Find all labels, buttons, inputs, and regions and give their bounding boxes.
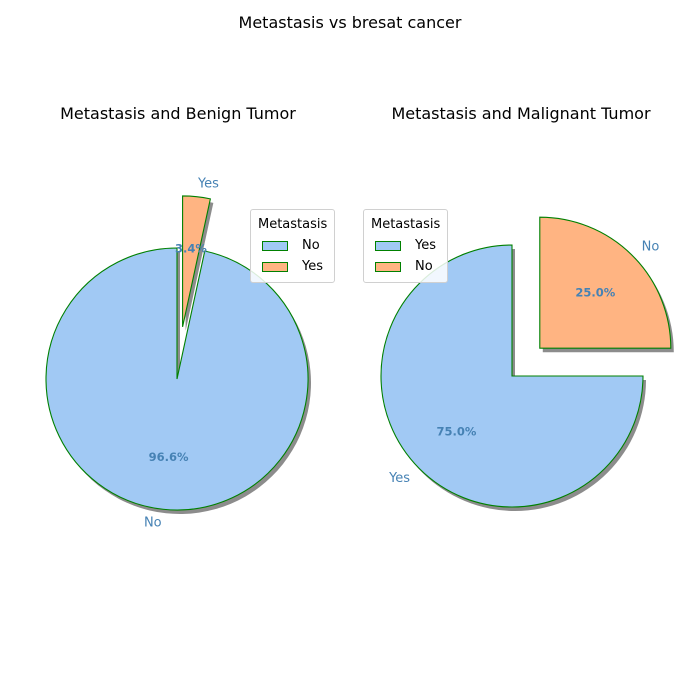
legend-item: No xyxy=(258,235,327,256)
legend-item: Yes xyxy=(258,256,327,277)
legend-title: Metastasis xyxy=(258,217,328,232)
legend-swatch-no xyxy=(262,240,288,251)
legend-swatch-yes xyxy=(375,240,401,251)
pie-slice-no xyxy=(45,247,309,511)
legend: Metastasis Yes No xyxy=(363,209,449,283)
legend-title: Metastasis xyxy=(371,217,441,232)
legend-item: Yes xyxy=(371,235,440,256)
legend-swatch-no xyxy=(375,261,401,272)
chart-title: Metastasis and Malignant Tumor xyxy=(391,104,650,123)
slice-label: No xyxy=(144,515,162,530)
figure-title: Metastasis vs bresat cancer xyxy=(239,13,462,32)
slice-label: Yes xyxy=(197,177,219,192)
slice-label: No xyxy=(642,239,660,254)
legend: Metastasis No Yes xyxy=(250,209,336,283)
legend-label: No xyxy=(415,259,433,274)
slice-percent-label: 75.0% xyxy=(436,425,476,439)
chart-title: Metastasis and Benign Tumor xyxy=(60,104,296,123)
pie-chart-benign: Metastasis and Benign Tumor No 96.6% Yes 3.… xyxy=(45,104,311,530)
legend-label: Yes xyxy=(302,259,323,274)
legend-label: No xyxy=(302,238,320,253)
legend-item: No xyxy=(371,256,440,277)
slice-percent-label: 96.6% xyxy=(149,450,189,464)
legend-swatch-yes xyxy=(262,261,288,272)
slice-percent-label: 3.4% xyxy=(175,242,207,256)
slice-label: Yes xyxy=(388,471,410,486)
pie-slice-yes xyxy=(182,195,212,328)
pie-slice-no xyxy=(539,216,672,349)
legend-label: Yes xyxy=(415,238,436,253)
pie-chart-malignant: Metastasis and Malignant Tumor Yes 75.0% N… xyxy=(380,104,674,511)
slice-percent-label: 25.0% xyxy=(575,286,615,300)
